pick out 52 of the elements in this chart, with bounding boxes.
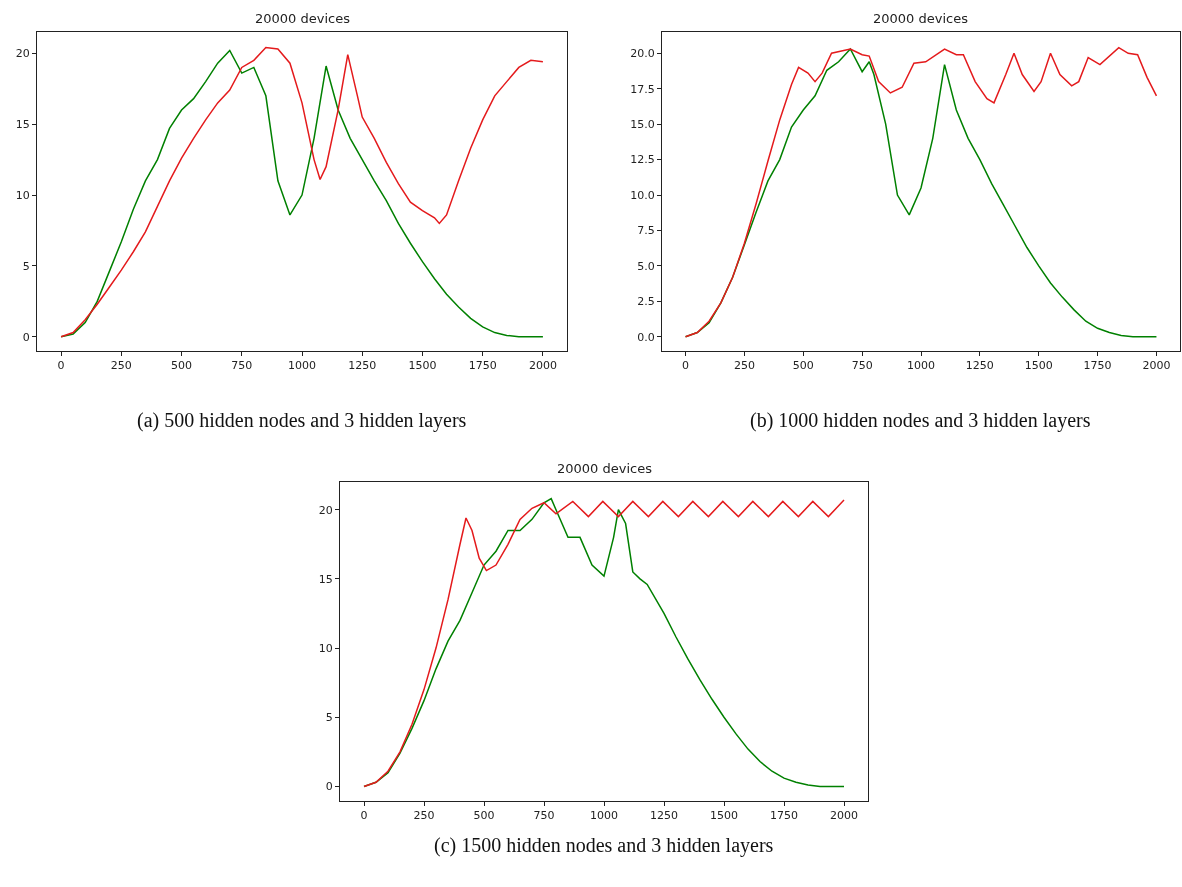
y-tick-label: 5	[325, 711, 333, 725]
x-tick-label: 0	[360, 809, 368, 823]
x-tick-label: 2000	[1142, 359, 1171, 373]
text: (b) 1000 hidden nodes and 3 hidden layers	[750, 409, 1091, 432]
y-tick-label: 2.5	[637, 295, 655, 309]
x-tick-label: 1250	[650, 809, 678, 823]
x-tick-label: 1000	[907, 359, 935, 373]
chart-title: 20000 devices	[873, 11, 969, 26]
y-tick-label: 0	[325, 780, 333, 794]
y-tick-label: 20.0	[630, 47, 655, 61]
x-tick-label: 1500	[408, 359, 437, 373]
x-tick-label: 750	[851, 359, 873, 373]
y-tick-label: 15.0	[630, 118, 655, 132]
x-tick-label: 1000	[288, 359, 316, 373]
x-tick-label: 1500	[710, 809, 738, 823]
x-tick-label: 1750	[1083, 359, 1112, 373]
y-tick-label: 10.0	[630, 188, 655, 202]
y-tick-label: 20	[318, 503, 333, 517]
x-tick-label: 500	[792, 359, 814, 373]
x-tick-label: 0	[682, 359, 690, 373]
x-tick-label: 250	[110, 359, 132, 373]
x-tick-label: 500	[171, 359, 193, 373]
x-tick-label: 250	[413, 809, 435, 823]
x-tick-label: 750	[231, 359, 253, 373]
y-tick-label: 10	[15, 188, 30, 202]
y-tick-label: 15	[318, 572, 333, 586]
x-tick-label: 1000	[590, 809, 618, 823]
y-tick-label: 7.5	[637, 224, 655, 238]
x-tick-label: 1250	[348, 359, 377, 373]
text: (c) 1500 hidden nodes and 3 hidden layers	[434, 834, 774, 857]
x-tick-label: 250	[733, 359, 755, 373]
y-tick-label: 10	[318, 641, 333, 655]
chart-title: 20000 devices	[557, 461, 653, 476]
x-tick-label: 2000	[830, 809, 858, 823]
y-tick-label: 0	[22, 330, 30, 344]
y-tick-label: 20	[15, 47, 30, 61]
text: (a) 500 hidden nodes and 3 hidden layers	[137, 409, 467, 432]
x-tick-label: 1750	[770, 809, 798, 823]
y-tick-label: 15	[15, 118, 30, 132]
chart-title: 20000 devices	[255, 11, 351, 26]
x-tick-label: 1750	[468, 359, 497, 373]
y-tick-label: 12.5	[630, 153, 655, 167]
x-tick-label: 500	[473, 809, 495, 823]
x-tick-label: 1500	[1024, 359, 1053, 373]
y-tick-label: 0.0	[637, 330, 655, 344]
x-tick-label: 2000	[528, 359, 557, 373]
y-tick-label: 5.0	[637, 259, 655, 273]
y-tick-label: 17.5	[630, 82, 655, 96]
y-tick-label: 5	[22, 259, 30, 273]
x-tick-label: 750	[533, 809, 555, 823]
x-tick-label: 0	[57, 359, 65, 373]
x-tick-label: 1250	[965, 359, 994, 373]
